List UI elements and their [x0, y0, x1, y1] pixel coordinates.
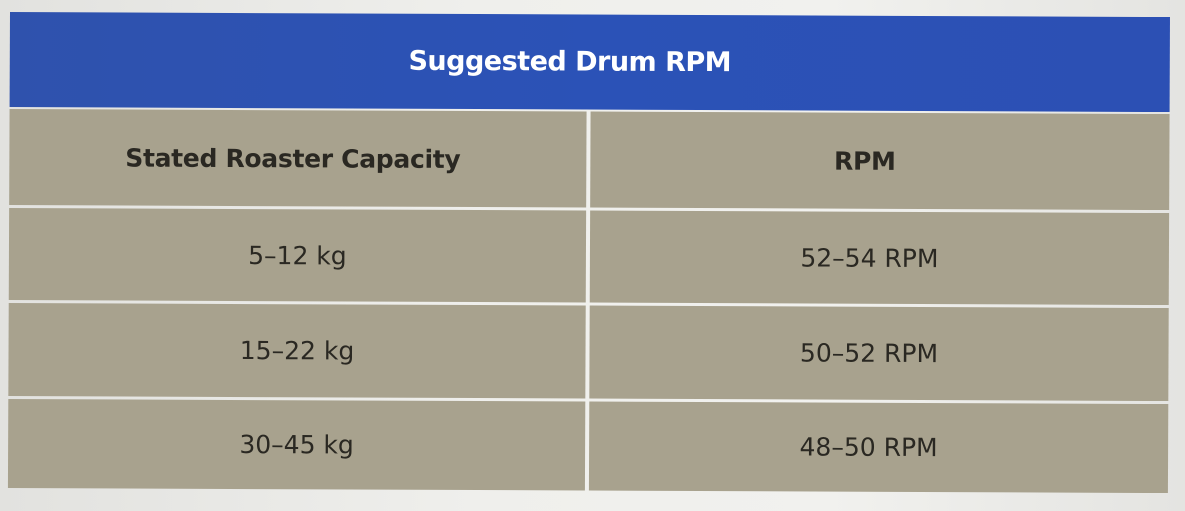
table-cell-rpm: 50–52 RPM — [589, 305, 1169, 402]
column-header-rpm-label: RPM — [834, 146, 896, 176]
column-header-capacity: Stated Roaster Capacity — [9, 108, 587, 208]
table-cell-rpm: 52–54 RPM — [589, 210, 1170, 306]
column-header-rpm: RPM — [590, 111, 1170, 211]
table-cell-rpm: 48–50 RPM — [588, 401, 1169, 494]
cell-text: 52–54 RPM — [800, 242, 939, 273]
cell-text: 15–22 kg — [239, 336, 355, 366]
column-header-capacity-label: Stated Roaster Capacity — [125, 143, 461, 174]
cell-text: 30–45 kg — [239, 430, 354, 460]
table-cell-capacity: 15–22 kg — [8, 302, 586, 399]
table-cell-capacity: 30–45 kg — [7, 398, 586, 491]
table-title-bar: Suggested Drum RPM — [9, 12, 1170, 113]
table-title: Suggested Drum RPM — [408, 45, 732, 79]
cell-text: 5–12 kg — [248, 240, 347, 270]
cell-text: 48–50 RPM — [799, 432, 938, 463]
rpm-table: Suggested Drum RPM Stated Roaster Capaci… — [7, 12, 1170, 494]
cell-text: 50–52 RPM — [799, 338, 939, 369]
table-cell-capacity: 5–12 kg — [8, 207, 587, 303]
